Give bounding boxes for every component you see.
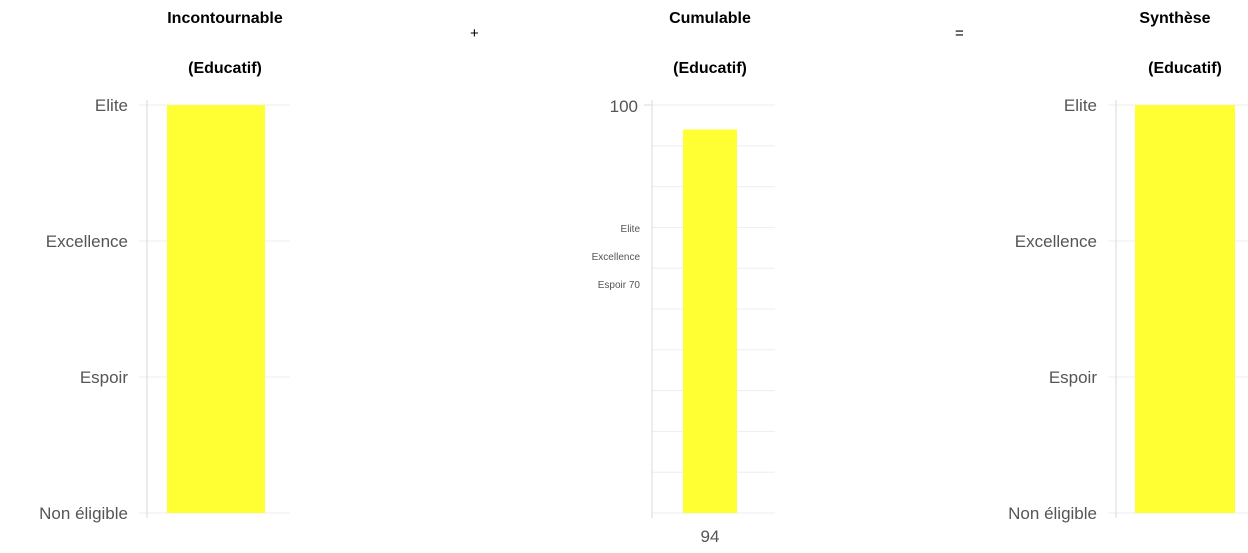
cumulable-bar <box>683 129 737 514</box>
synthese-y-tick-label: Excellence <box>1015 232 1097 251</box>
chart-title-synthese: Synthèse <box>1139 10 1211 27</box>
plus-operator: + <box>470 25 479 42</box>
synthese-y-tick-label: Non éligible <box>1008 504 1097 523</box>
incontournable-y-tick-label: Elite <box>95 96 128 115</box>
synthese-y-tick-label: Espoir <box>1049 368 1098 387</box>
chart-title-cumulable: Cumulable <box>669 10 751 27</box>
chart-subtitle-incontournable: (Educatif) <box>188 60 262 77</box>
cumulable-annotation: Excellence <box>592 252 641 263</box>
chart-title-incontournable: Incontournable <box>167 10 283 27</box>
cumulable-annotation: Elite <box>621 224 641 235</box>
cumulable-y-tick-label: 100 <box>610 97 638 116</box>
cumulable-annotation: Espoir 70 <box>598 280 641 291</box>
equals-operator: = <box>955 25 964 42</box>
synthese-bar <box>1135 105 1235 513</box>
incontournable-y-tick-label: Espoir <box>80 368 129 387</box>
incontournable-bar <box>167 105 265 513</box>
synthese-y-tick-label: Elite <box>1064 96 1097 115</box>
chart-subtitle-cumulable: (Educatif) <box>673 60 747 77</box>
chart-subtitle-synthese: (Educatif) <box>1148 60 1222 77</box>
incontournable-y-tick-label: Excellence <box>46 232 128 251</box>
incontournable-y-tick-label: Non éligible <box>39 504 128 523</box>
cumulable-x-tick-label: 94 <box>701 527 720 546</box>
